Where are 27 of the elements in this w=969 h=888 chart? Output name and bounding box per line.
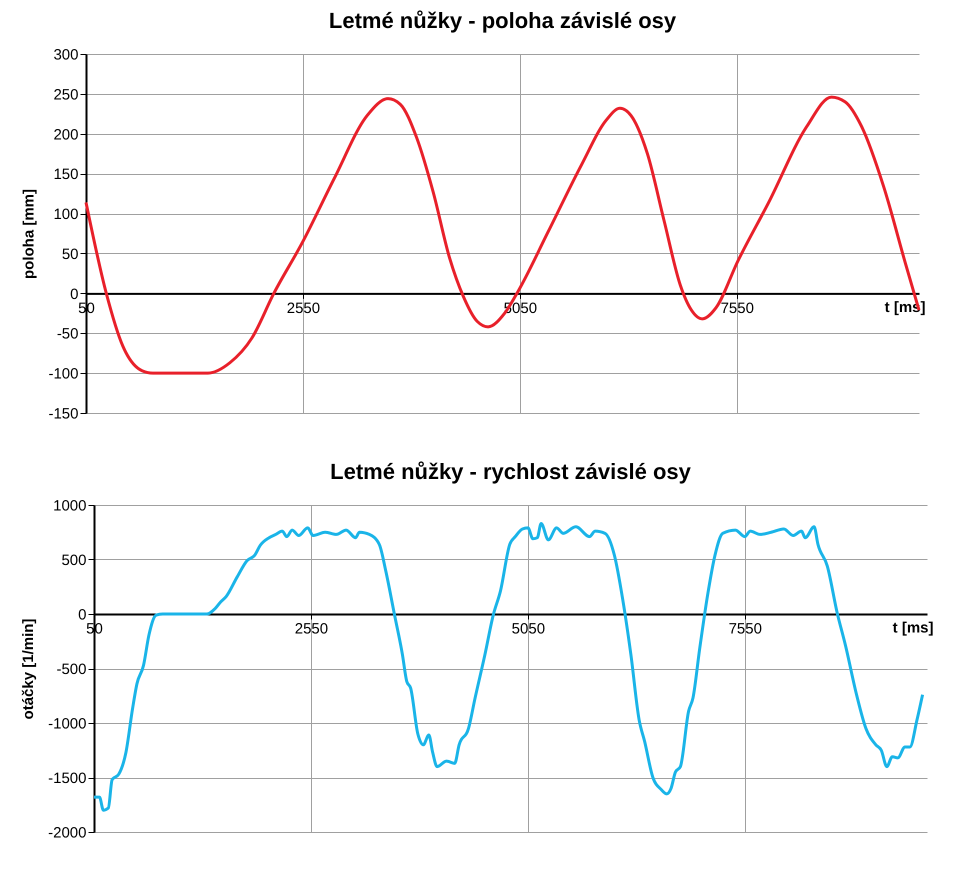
y-tick-label: 250 [53, 86, 78, 104]
y-tick-label: 300 [53, 46, 78, 64]
y-tick-label: 1000 [53, 498, 86, 514]
y-tick-label: -1000 [48, 716, 86, 732]
y-tick-label: -1500 [48, 770, 86, 787]
y-axis-title: otáčky [1/min] [20, 618, 38, 720]
chart-title: Letmé nůžky - rychlost závislé osy [330, 459, 692, 484]
y-tick-label: -2000 [48, 824, 86, 842]
y-tick-label: 150 [53, 166, 78, 184]
y-tick-label: -50 [56, 326, 78, 343]
y-tick-label: 100 [53, 206, 78, 224]
chart-title: Letmé nůžky - poloha závislé osy [328, 8, 677, 33]
y-tick-label: 0 [78, 606, 86, 624]
x-tick-label: 2550 [286, 300, 320, 317]
x-tick-label: 5050 [512, 620, 546, 638]
y-tick-label: 500 [61, 552, 86, 569]
y-tick-label: 0 [70, 286, 78, 303]
y-tick-label: -100 [48, 366, 78, 383]
y-tick-label: -150 [48, 406, 78, 422]
y-tick-label: -500 [56, 661, 86, 678]
y-tick-label: 200 [53, 126, 78, 144]
x-axis-title: t [ms] [892, 620, 934, 636]
x-tick-label: 2550 [294, 620, 328, 638]
x-tick-label: 7550 [720, 300, 754, 317]
x-tick-label: 7550 [728, 620, 762, 638]
y-tick-label: 50 [62, 246, 78, 263]
y-axis-title: poloha [mm] [20, 189, 38, 279]
